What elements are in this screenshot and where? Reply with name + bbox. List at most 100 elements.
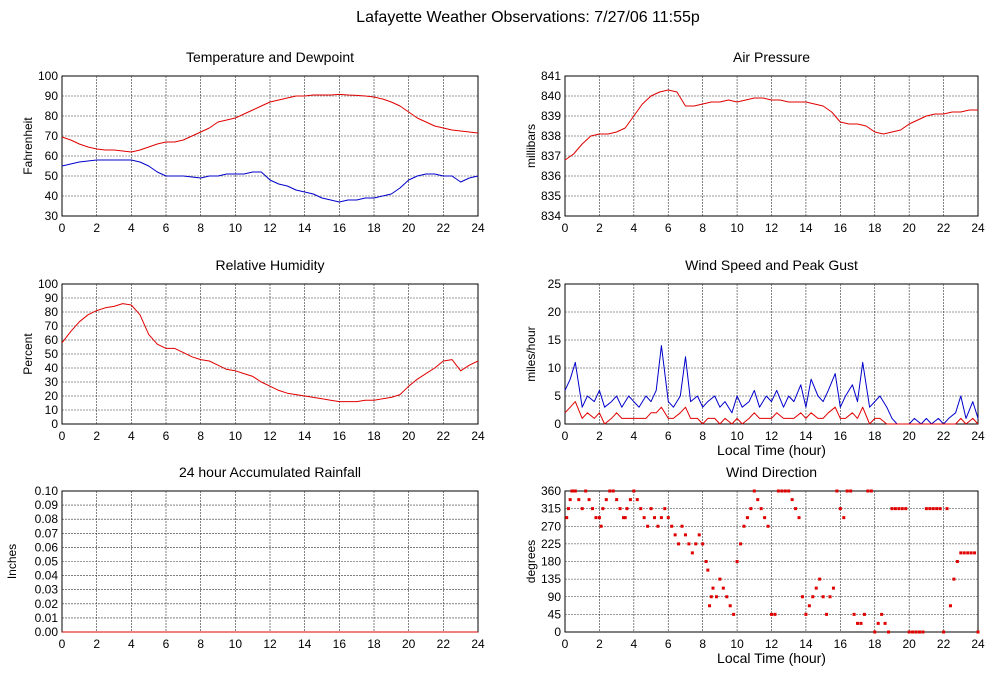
wind_direction-point (604, 498, 608, 502)
rainfall-xtick-label: 12 (263, 637, 277, 651)
wind_direction-point (591, 507, 595, 511)
rainfall-ytick-label: 0.00 (35, 625, 59, 639)
rainfall-xtick-label: 4 (128, 637, 135, 651)
wind_direction-point (601, 507, 605, 511)
rainfall-ytick-label: 0.10 (35, 484, 59, 498)
wind_direction-point (766, 524, 770, 528)
temperature-xtick-label: 14 (298, 221, 312, 235)
humidity-ylabel: Percent (21, 333, 35, 375)
wind_direction-point (749, 507, 753, 511)
pressure-xtick-label: 12 (765, 221, 779, 235)
wind_direction-point (608, 489, 612, 493)
wind_direction-point (973, 551, 977, 555)
temperature-ytick-label: 100 (38, 69, 58, 83)
humidity-ytick-label: 90 (45, 291, 59, 305)
wind_direction-point (697, 533, 701, 537)
humidity-ytick-label: 60 (45, 333, 59, 347)
pressure-xtick-label: 22 (937, 221, 951, 235)
wind_direction-point (646, 524, 650, 528)
temperature-title: Temperature and Dewpoint (186, 49, 354, 65)
wind_direction-point (821, 595, 825, 599)
rainfall-ytick-label: 0.05 (35, 555, 59, 569)
wind_direction-xtick-label: 2 (596, 637, 603, 651)
rainfall-ytick-label: 0.07 (35, 526, 59, 540)
wind_direction-ytick-label: 135 (541, 572, 561, 586)
pressure-series-red-line (564, 89, 978, 161)
pressure-xtick-label: 24 (971, 221, 985, 235)
pressure-ytick-label: 837 (541, 149, 561, 163)
wind_direction-point (572, 489, 576, 493)
rainfall-xtick-label: 2 (93, 637, 100, 651)
wind_direction-point (773, 612, 777, 616)
wind_direction-point (880, 612, 884, 616)
pressure-xtick-label: 10 (730, 221, 744, 235)
wind_direction-point (924, 507, 928, 511)
temperature-ytick-label: 40 (45, 189, 59, 203)
temperature-ylabel: Fahrenheit (21, 117, 35, 175)
wind_direction-point (580, 507, 584, 511)
wind_direction-xtick-label: 4 (630, 637, 637, 651)
wind_direction-point (869, 489, 873, 493)
humidity-ytick-label: 50 (45, 347, 59, 361)
humidity-ytick-label: 70 (45, 319, 59, 333)
rainfall-xtick-label: 18 (367, 637, 381, 651)
wind_direction-point (732, 612, 736, 616)
wind_direction-point (818, 577, 822, 581)
humidity-xtick-label: 2 (93, 429, 100, 443)
wind_direction-xlabel: Local Time (hour) (717, 650, 826, 666)
wind_direction-point (683, 533, 687, 537)
wind_direction-point (632, 489, 636, 493)
wind_speed-ylabel: miles/hour (524, 326, 538, 381)
humidity-xtick-label: 10 (229, 429, 243, 443)
wind_direction-point (642, 516, 646, 520)
pressure-ytick-label: 835 (541, 189, 561, 203)
wind_direction-xtick-label: 14 (799, 637, 813, 651)
wind_direction-xtick-label: 12 (765, 637, 779, 651)
pressure-ytick-label: 838 (541, 129, 561, 143)
pressure-ytick-label: 841 (541, 69, 561, 83)
pressure-ylabel: millibars (524, 124, 538, 168)
humidity-xtick-label: 12 (263, 429, 277, 443)
wind_direction-point (656, 524, 660, 528)
wind_direction-point (845, 489, 849, 493)
wind_direction-point (814, 586, 818, 590)
temperature-xtick-label: 22 (437, 221, 451, 235)
wind_direction-point (935, 507, 939, 511)
wind_direction-point (859, 621, 863, 625)
wind_direction-point (666, 516, 670, 520)
temperature-series-blue-line (61, 159, 479, 203)
wind_direction-point (611, 489, 615, 493)
wind_speed-xtick-label: 6 (665, 429, 672, 443)
wind_direction-point (976, 630, 980, 634)
temperature-xtick-label: 16 (333, 221, 347, 235)
wind_direction-point (639, 507, 643, 511)
temperature-series-red-line (61, 93, 479, 153)
humidity-xtick-label: 4 (128, 429, 135, 443)
wind_direction-point (893, 507, 897, 511)
wind_direction-point (883, 621, 887, 625)
wind_direction-point (907, 630, 911, 634)
wind_direction-point (794, 507, 798, 511)
pressure-xtick-label: 4 (630, 221, 637, 235)
wind_speed-xtick-label: 4 (630, 429, 637, 443)
wind_speed-xtick-label: 14 (799, 429, 813, 443)
rainfall-xtick-label: 16 (333, 637, 347, 651)
wind_direction-point (701, 542, 705, 546)
wind_direction-point (721, 586, 725, 590)
wind_direction-point (852, 612, 856, 616)
rainfall-xtick-label: 0 (59, 637, 66, 651)
wind_direction-point (711, 586, 715, 590)
wind_speed-ytick-label: 5 (554, 389, 561, 403)
wind_direction-point (917, 630, 921, 634)
wind_direction-ytick-label: 0 (554, 625, 561, 639)
humidity-xtick-label: 8 (197, 429, 204, 443)
temperature-ytick-label: 30 (45, 209, 59, 223)
wind_direction-point (763, 516, 767, 520)
temperature-ytick-label: 60 (45, 149, 59, 163)
rainfall-xtick-label: 20 (402, 637, 416, 651)
wind_direction-point (594, 516, 598, 520)
temperature-xtick-label: 24 (471, 221, 485, 235)
